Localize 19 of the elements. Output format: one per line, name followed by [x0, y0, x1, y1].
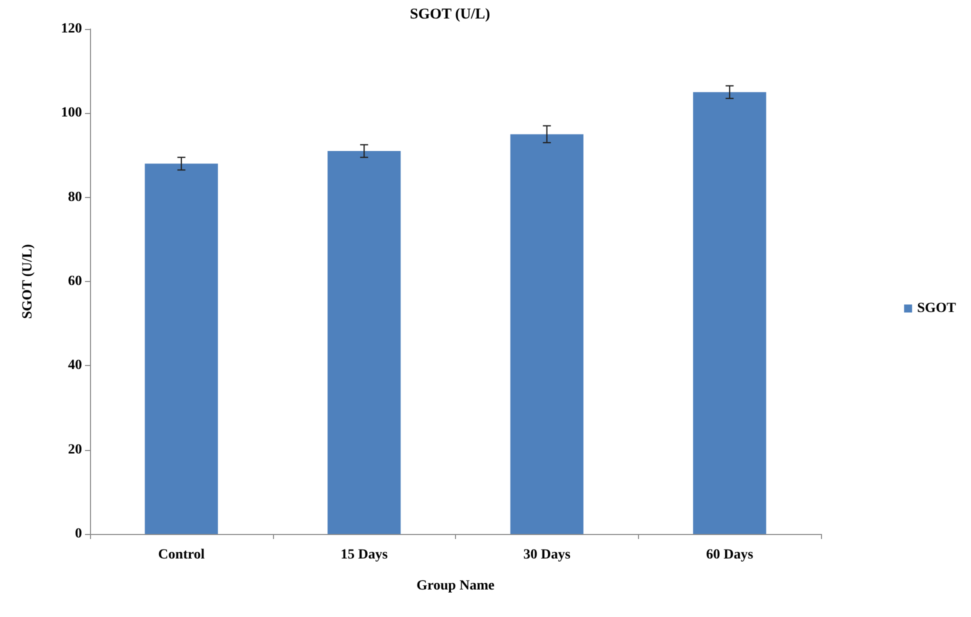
chart-title: SGOT (U/L) [410, 6, 490, 22]
bar [693, 92, 766, 534]
y-tick-label: 60 [68, 274, 82, 289]
y-tick-label: 120 [61, 22, 82, 36]
y-tick-label: 80 [68, 190, 82, 205]
x-axis-title: Group Name [416, 578, 494, 594]
x-tick-label: 60 Days [706, 548, 754, 562]
y-tick-label: 20 [68, 442, 82, 458]
y-axis-title: SGOT (U/L) [20, 244, 36, 319]
y-tick-label: 100 [61, 106, 82, 121]
x-tick-label: 15 Days [340, 548, 388, 562]
x-tick-label: 30 Days [523, 548, 571, 562]
y-tick-label: 0 [75, 526, 82, 542]
bar [510, 134, 584, 534]
x-tick-label: Control [158, 548, 205, 562]
bar [328, 151, 401, 534]
y-tick-label: 40 [68, 358, 82, 374]
bar [144, 164, 218, 534]
legend-label: SGOT [917, 301, 957, 316]
